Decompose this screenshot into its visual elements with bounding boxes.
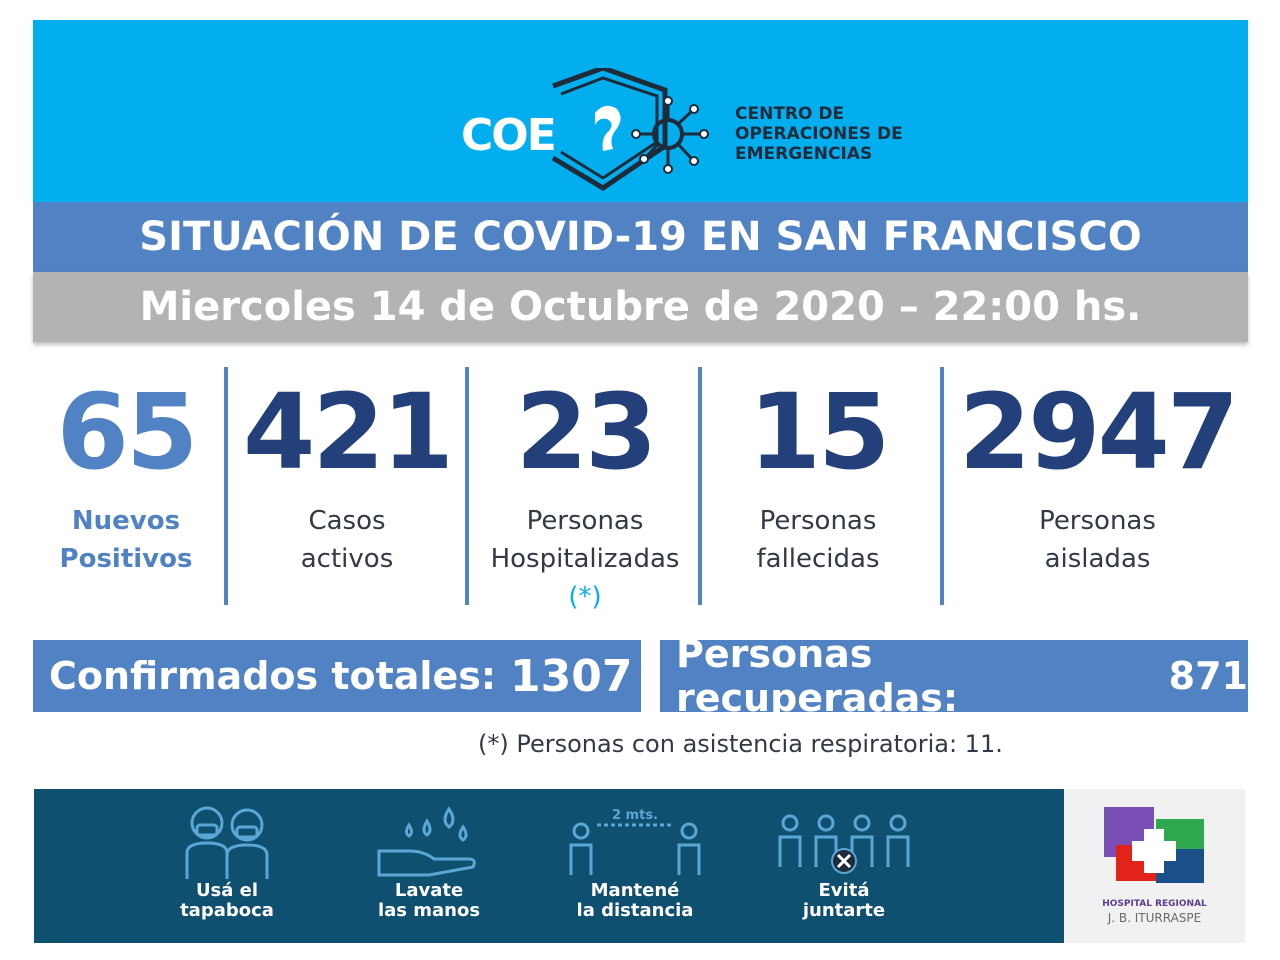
stat-label: Hospitalizadas xyxy=(490,544,680,574)
mask-people-icon xyxy=(185,806,269,879)
no-gathering-icon xyxy=(778,814,910,874)
tip-label: Usá el xyxy=(195,880,259,901)
shield-virus-icon xyxy=(551,68,709,191)
stat-value: 65 xyxy=(56,371,199,493)
coe-logo-text: COE xyxy=(461,110,557,161)
prevention-tips-banner: Usá el tapaboca Lavate las manos 2 mts. … xyxy=(34,789,1064,943)
tip-label: Evitá xyxy=(818,880,870,901)
tip-mask: Usá el tapaboca xyxy=(132,789,322,943)
stat-value: 2947 xyxy=(958,371,1239,493)
stat-label: Personas xyxy=(759,506,877,536)
header-banner: COE CENTRO DE OPERACIONES DE EMERGENCIAS xyxy=(33,20,1248,202)
stat-label: Personas xyxy=(526,506,644,536)
hospital-cross-icon xyxy=(1104,807,1204,883)
stat-new-positives: 65 Nuevos Positivos xyxy=(33,362,219,578)
distance-label: 2 mts. xyxy=(612,808,658,823)
divider xyxy=(698,367,702,605)
confirmed-total-label: Confirmados totales: xyxy=(49,654,497,698)
footnote: (*) Personas con asistencia respiratoria… xyxy=(478,730,1003,758)
confirmed-total-box: Confirmados totales: 1307 xyxy=(33,640,641,712)
recovered-total-box: Personas recuperadas: 871 xyxy=(660,632,1248,720)
recovered-total-value: 871 xyxy=(1168,654,1248,698)
stat-label: aisladas xyxy=(1044,544,1151,574)
stat-label: Casos xyxy=(308,506,386,536)
recovered-total-label: Personas recuperadas: xyxy=(676,632,959,720)
tip-label: tapaboca xyxy=(180,900,274,921)
tip-no-gathering: Evitá juntarte xyxy=(749,789,939,943)
divider xyxy=(224,367,228,605)
stat-value: 23 xyxy=(515,371,658,493)
coe-subtitle-line: OPERACIONES DE xyxy=(735,124,903,144)
stat-value: 15 xyxy=(748,371,891,493)
confirmed-total-value: 1307 xyxy=(510,650,633,702)
tip-wash-hands: Lavate las manos xyxy=(334,789,524,943)
stat-label: Positivos xyxy=(59,544,193,574)
report-date: Miercoles 14 de Octubre de 2020 – 22:00 … xyxy=(139,284,1142,330)
stat-active-cases: 421 Casos activos xyxy=(232,362,462,578)
stat-label: fallecidas xyxy=(756,544,880,574)
coe-subtitle-line: EMERGENCIAS xyxy=(735,144,873,164)
page-title: SITUACIÓN DE COVID-19 EN SAN FRANCISCO xyxy=(139,214,1142,260)
tip-label: juntarte xyxy=(802,900,886,921)
coe-logo-subtitle: CENTRO DE OPERACIONES DE EMERGENCIAS xyxy=(735,104,903,164)
coe-subtitle-line: CENTRO DE xyxy=(735,104,845,124)
stat-deceased: 15 Personas fallecidas xyxy=(705,362,931,578)
stat-label: activos xyxy=(300,544,394,574)
stat-label: Nuevos xyxy=(71,506,181,536)
stat-value: 421 xyxy=(242,371,454,493)
stat-label: Personas xyxy=(1039,506,1156,536)
divider xyxy=(465,367,469,605)
tip-label: las manos xyxy=(377,900,481,921)
distance-icon: 2 mts. xyxy=(569,808,701,875)
hand-wash-icon xyxy=(377,806,476,877)
hospital-logo: HOSPITAL REGIONAL J. B. ITURRASPE xyxy=(1064,789,1245,943)
stats-row: 65 Nuevos Positivos 421 Casos activos 23… xyxy=(33,362,1248,622)
title-bar: SITUACIÓN DE COVID-19 EN SAN FRANCISCO xyxy=(33,202,1248,272)
stat-hospitalized: 23 Personas Hospitalizadas (*) xyxy=(472,362,698,616)
date-bar: Miercoles 14 de Octubre de 2020 – 22:00 … xyxy=(33,272,1248,342)
tip-distance: 2 mts. Mantené la distancia xyxy=(540,789,730,943)
hospital-subname: J. B. ITURRASPE xyxy=(1107,911,1202,925)
tip-label: Lavate xyxy=(394,880,464,901)
coe-logo: COE CENTRO DE OPERACIONES DE EMERGENCIAS xyxy=(453,68,953,198)
tip-label: la distancia xyxy=(576,900,694,921)
stat-isolated: 2947 Personas aisladas xyxy=(947,362,1248,578)
stat-note: (*) xyxy=(568,582,602,612)
divider xyxy=(940,367,944,605)
hospital-name: HOSPITAL REGIONAL xyxy=(1102,899,1207,909)
tip-label: Mantené xyxy=(590,880,680,901)
